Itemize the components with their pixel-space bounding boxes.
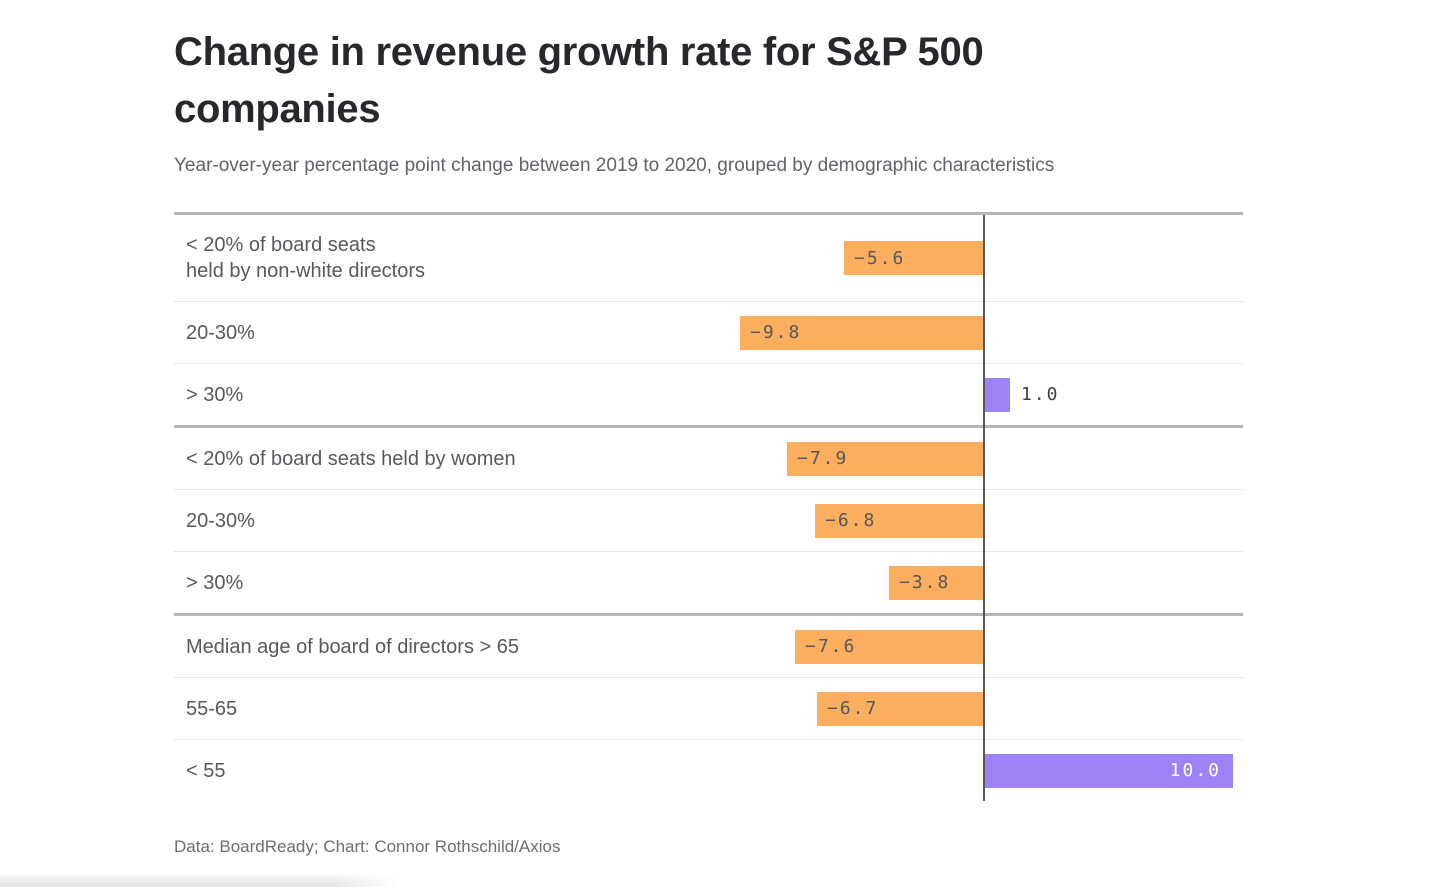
bottom-edge-artifact — [0, 874, 398, 887]
chart-row: 55-65 −6.7 — [174, 678, 1243, 740]
row-label: < 20% of board seats held by non-white di… — [186, 234, 426, 282]
chart-page: Change in revenue growth rate for S&P 50… — [174, 24, 1439, 857]
bar-value-label: 10.0 — [1169, 760, 1221, 781]
bar-value-label: −5.6 — [854, 247, 906, 269]
bar-negative: −3.8 — [889, 565, 983, 600]
bar-value-label: −3.8 — [899, 572, 951, 593]
chart-row: 20-30% −6.8 — [174, 490, 1243, 552]
bar-negative: −9.8 — [740, 315, 983, 350]
bar-negative: −5.6 — [844, 241, 983, 275]
row-label: 55-65 — [186, 697, 238, 720]
bar-value-label: −7.6 — [805, 636, 857, 657]
chart-title: Change in revenue growth rate for S&P 50… — [174, 30, 984, 131]
chart-row: < 55 10.0 — [174, 740, 1243, 801]
chart-row: < 20% of board seats held by non-white di… — [174, 215, 1243, 302]
bar-negative: −6.7 — [817, 691, 983, 726]
chart-row: Median age of board of directors > 65 −7.… — [174, 616, 1243, 678]
row-label: 20-30% — [186, 321, 255, 344]
row-label: < 55 — [186, 759, 226, 782]
chart-row: > 30% 1.0 — [174, 364, 1243, 428]
bar-value-label: −6.8 — [825, 510, 877, 531]
chart-row: < 20% of board seats held by women −7.9 — [174, 428, 1243, 490]
bar-value-label: 1.0 — [1021, 384, 1060, 405]
bar-negative: −7.9 — [787, 441, 983, 476]
bar-positive: 1.0 — [985, 377, 1058, 412]
chart-source-credit: Data: BoardReady; Chart: Connor Rothschi… — [174, 837, 561, 856]
row-label: > 30% — [186, 383, 244, 406]
row-label: 20-30% — [186, 509, 255, 532]
chart-row: 20-30% −9.8 — [174, 302, 1243, 364]
bar-positive: 10.0 — [985, 753, 1233, 788]
bar-value-label: −9.8 — [750, 322, 802, 343]
row-label: < 20% of board seats held by women — [186, 447, 516, 470]
chart-row: > 30% −3.8 — [174, 552, 1243, 616]
bar-negative: −7.6 — [795, 629, 983, 664]
bar-value-label: −7.9 — [797, 448, 849, 469]
row-label: > 30% — [186, 571, 244, 594]
diverging-bar-chart: < 20% of board seats held by non-white di… — [174, 212, 1243, 801]
row-label: Median age of board of directors > 65 — [186, 635, 519, 658]
chart-subtitle: Year-over-year percentage point change b… — [174, 155, 1055, 176]
bar-value-label: −6.7 — [827, 698, 879, 719]
bar-negative: −6.8 — [815, 503, 983, 538]
chart-rows: < 20% of board seats held by non-white di… — [174, 215, 1243, 801]
zero-axis-line — [983, 215, 985, 801]
